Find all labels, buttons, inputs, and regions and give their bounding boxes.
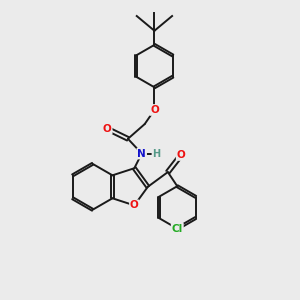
Text: O: O — [150, 105, 159, 115]
Text: O: O — [130, 200, 139, 210]
Text: N: N — [137, 148, 146, 158]
Text: O: O — [103, 124, 112, 134]
Text: O: O — [177, 150, 185, 160]
Text: Cl: Cl — [172, 224, 183, 234]
Text: H: H — [152, 148, 160, 158]
